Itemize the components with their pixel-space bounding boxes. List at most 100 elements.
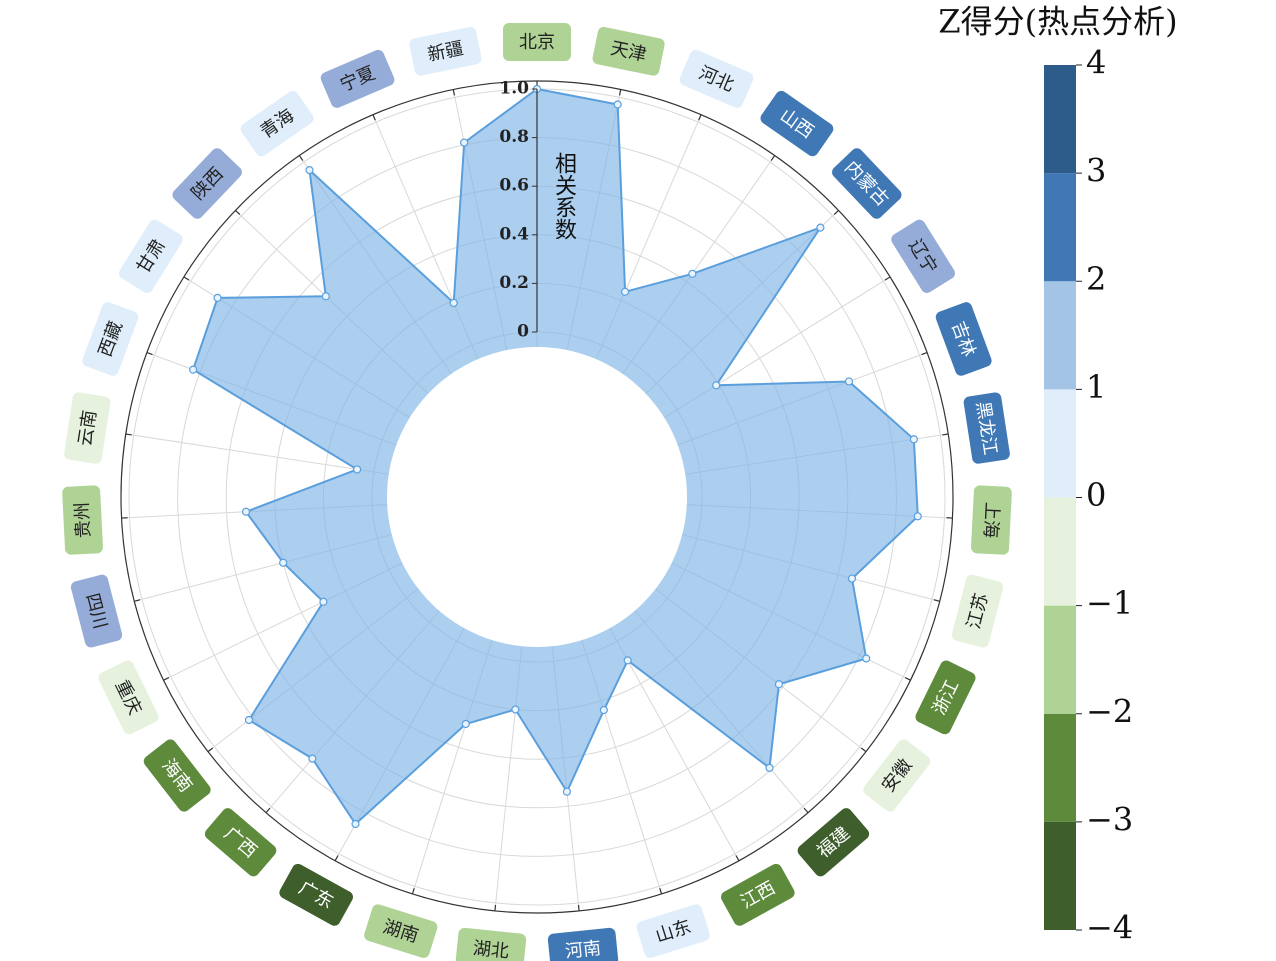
ring-tick [618,89,622,96]
point [461,719,470,729]
ring-tick [183,276,190,281]
point [688,269,697,278]
point [816,223,825,232]
radial-tick-label: 0.4 [499,224,529,244]
category-label-group: 河南 [547,927,619,961]
category-label-group: 湖北 [455,927,527,961]
point [765,763,774,772]
point [449,298,458,308]
point [321,292,330,301]
colorbar-bin [1044,497,1076,606]
ring-tick [146,351,153,356]
category-label-box [62,485,103,555]
category-label-box [863,739,931,812]
radial-tick-label: 0.6 [499,176,529,196]
colorbar-bin [1044,605,1076,714]
category-label: 北京 [519,32,555,53]
ring-tick [207,747,214,753]
point [352,465,362,474]
ring-tick [659,888,663,895]
point [620,287,630,296]
colorbar-bin [1044,389,1076,498]
category-label-group: 重庆 [98,660,159,735]
category-label-group: 青海 [240,90,314,157]
ring-tick [411,888,415,895]
colorbar-bin [1044,173,1076,282]
category-label-box [82,302,139,376]
point [623,656,632,665]
category-label-box [503,23,571,61]
category-label-box [70,574,123,648]
category-label-box [832,148,902,219]
category-label-box [279,863,353,926]
category-label-box [679,49,754,108]
category-label: 贵州 [72,502,95,539]
category-label-group: 浙江 [915,660,976,735]
ring-tick [452,89,456,96]
category-label-group: 北京 [503,23,571,61]
category-label-box [119,219,183,293]
point [562,787,572,796]
point [279,558,288,567]
point [305,166,314,175]
ring-tick [833,209,839,215]
point [913,512,922,521]
category-label-group: 宁夏 [320,49,395,108]
category-label-group: 天津 [592,26,665,76]
category-label-box [592,26,665,76]
ring-tick [735,855,740,862]
ring-tick [372,114,376,121]
point [844,377,854,386]
category-label-group: 内蒙古 [832,148,902,219]
ring-tick [235,209,241,215]
category-label-box [409,26,482,76]
ring-tick [334,855,339,862]
category-label-group: 甘肃 [119,219,183,293]
colorbar-tick-label: 4 [1086,44,1106,82]
category-label-group: 江西 [721,863,795,926]
category-label-box [915,660,976,735]
point [244,715,254,725]
spoke [609,627,740,861]
category-label-box [64,392,111,464]
radial-tick-label: 0.2 [499,273,529,293]
ring-tick [904,677,911,681]
colorbar-bin [1044,281,1076,390]
ring-tick [134,599,141,602]
ring-tick [298,155,304,161]
category-label-box [143,739,211,812]
category-label-box [172,148,242,219]
category-label-group: 江苏 [951,574,1004,648]
category-label-group: 贵州 [62,485,103,555]
ring-tick [698,114,702,121]
category-label-group: 四川 [70,574,123,648]
point [213,293,222,302]
category-label-box [721,863,795,926]
point [774,680,784,689]
category-label-box [320,49,395,108]
category-label-group: 黑龙江 [963,392,1010,464]
point [351,819,360,829]
colorbar-tick-label: 0 [1086,476,1106,514]
point [319,597,328,606]
ring-tick [577,904,580,911]
category-label-group: 安徽 [863,739,931,812]
category-label-box [98,660,159,735]
category-label-group: 吉林 [935,302,992,376]
category-label-group: 湖南 [364,904,438,958]
category-label-group: 新疆 [409,26,482,76]
point [862,654,871,663]
category-label-group: 云南 [64,392,111,464]
ring-tick [265,807,271,814]
colorbar-bin [1044,65,1076,174]
spoke [125,433,389,475]
point [909,435,918,444]
point [308,754,317,763]
colorbar-tick-label: −4 [1086,909,1133,947]
point [189,365,198,374]
colorbar-tick-label: 3 [1086,152,1106,190]
colorbar-tick-label: −1 [1086,584,1133,622]
ring-tick [803,807,809,814]
colorbar-tick-label: −3 [1086,800,1133,838]
